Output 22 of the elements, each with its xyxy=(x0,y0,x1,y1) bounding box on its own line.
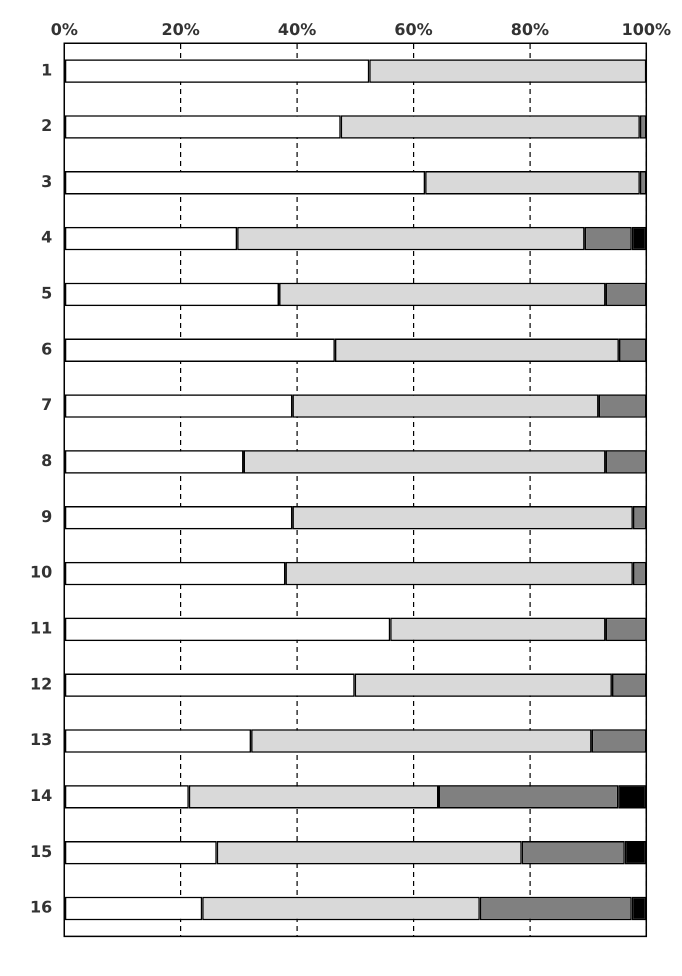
x-tick-label: 40% xyxy=(278,20,316,39)
y-tick-label: 9 xyxy=(41,506,52,526)
y-tick-label: 16 xyxy=(30,898,52,917)
x-tick-label: 100% xyxy=(622,20,672,39)
y-tick-label: 15 xyxy=(30,842,52,861)
x-tick-label: 60% xyxy=(394,20,433,39)
y-tick-label: 6 xyxy=(41,339,52,358)
y-tick-label: 14 xyxy=(30,786,52,805)
y-tick-label: 4 xyxy=(41,228,52,247)
y-tick-label: 11 xyxy=(30,618,52,638)
y-tick-label: 7 xyxy=(41,395,52,414)
x-tick-label: 0% xyxy=(50,20,78,39)
y-tick-label: 12 xyxy=(30,674,52,694)
y-tick-label: 10 xyxy=(30,562,52,582)
y-tick-label: 1 xyxy=(41,60,52,80)
y-tick-label: 2 xyxy=(41,116,52,136)
x-tick-label: 80% xyxy=(510,20,550,39)
x-tick-label: 20% xyxy=(162,20,200,39)
y-tick-label: 3 xyxy=(41,172,52,191)
y-tick-label: 13 xyxy=(30,730,52,750)
y-tick-label: 5 xyxy=(41,284,52,303)
y-tick-label: 8 xyxy=(41,451,52,470)
